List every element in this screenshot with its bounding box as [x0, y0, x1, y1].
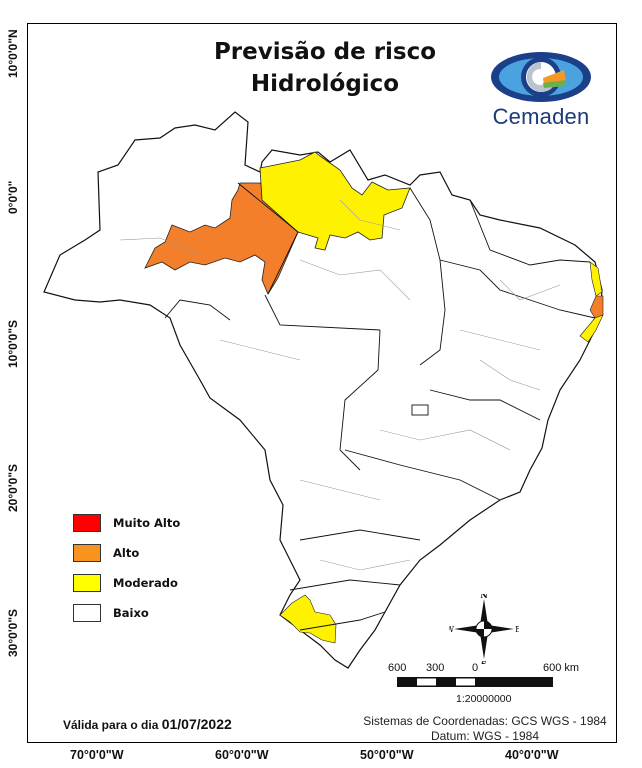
- compass-rose-icon: N S W E: [449, 594, 519, 664]
- state-borders: [164, 182, 596, 631]
- legend-item-alto: Alto: [73, 538, 180, 568]
- x-tick-50w: 50°0'0"W: [360, 748, 414, 762]
- scale-label-0: 0: [472, 662, 479, 674]
- valid-prefix: Válida para o dia: [63, 718, 159, 732]
- coord-system: Sistemas de Coordenadas: GCS WGS - 1984: [363, 714, 607, 728]
- brazil-map: [43, 111, 604, 669]
- compass-s: S: [481, 659, 487, 664]
- coordinate-info: Sistemas de Coordenadas: GCS WGS - 1984 …: [355, 714, 615, 744]
- swatch-moderado: [73, 574, 101, 592]
- compass-e: E: [515, 625, 519, 634]
- swatch-baixo: [73, 604, 101, 622]
- region-moderado-al: [579, 314, 604, 343]
- compass-n: N: [480, 594, 487, 600]
- y-tick-0: 0°0'0": [6, 180, 20, 214]
- x-tick-60w: 60°0'0"W: [215, 748, 269, 762]
- municipal-borders: [119, 199, 561, 571]
- swatch-alto: [73, 544, 101, 562]
- scale-label-300: 300: [426, 662, 445, 674]
- scale-label-600km: 600 km: [543, 662, 580, 674]
- legend: Muito Alto Alto Moderado Baixo: [73, 508, 180, 628]
- region-moderado-rs: [279, 594, 337, 644]
- y-tick-10n: 10°0'0"N: [6, 29, 20, 78]
- y-tick-20s: 20°0'0"S: [6, 463, 20, 512]
- x-tick-40w: 40°0'0"W: [505, 748, 559, 762]
- region-moderado-para: [259, 151, 411, 251]
- eye-logo-icon: [491, 52, 591, 102]
- compass-w: W: [449, 625, 455, 634]
- datum: Datum: WGS - 1984: [430, 729, 540, 743]
- map-title: Previsão de risco Hidrológico: [160, 36, 490, 100]
- y-tick-30s: 30°0'0"S: [6, 608, 20, 657]
- scale-label-600a: 600: [388, 662, 407, 674]
- y-tick-10s: 10°0'0"S: [6, 319, 20, 368]
- valid-date-label: Válida para o dia 01/07/2022: [63, 716, 232, 732]
- title-line-2: Hidrológico: [250, 71, 400, 97]
- scale-ratio: 1:20000000: [456, 693, 512, 705]
- legend-item-muito-alto: Muito Alto: [73, 508, 180, 538]
- title-line-1: Previsão de risco: [213, 39, 437, 65]
- logo-text: Cemaden: [492, 104, 590, 129]
- cemaden-logo: Cemaden: [486, 48, 596, 134]
- legend-item-baixo: Baixo: [73, 598, 180, 628]
- x-tick-70w: 70°0'0"W: [70, 748, 124, 762]
- scale-bar: [397, 677, 553, 687]
- swatch-muito-alto: [73, 514, 101, 532]
- region-moderado-rn: [589, 261, 603, 297]
- legend-item-moderado: Moderado: [73, 568, 180, 598]
- valid-date: 01/07/2022: [161, 716, 232, 732]
